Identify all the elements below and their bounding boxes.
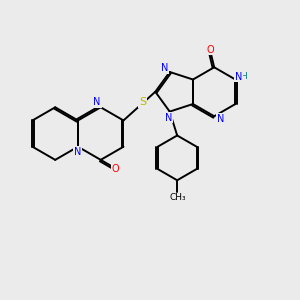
Text: H: H bbox=[240, 72, 247, 81]
Text: O: O bbox=[112, 164, 119, 174]
Text: N: N bbox=[160, 63, 168, 74]
Text: N: N bbox=[164, 112, 172, 123]
Text: N: N bbox=[74, 147, 81, 157]
Text: N: N bbox=[94, 97, 101, 107]
Text: CH₃: CH₃ bbox=[169, 193, 186, 202]
Text: N: N bbox=[235, 71, 242, 82]
Text: O: O bbox=[207, 45, 214, 55]
Text: N: N bbox=[217, 114, 224, 124]
Text: S: S bbox=[139, 97, 146, 107]
